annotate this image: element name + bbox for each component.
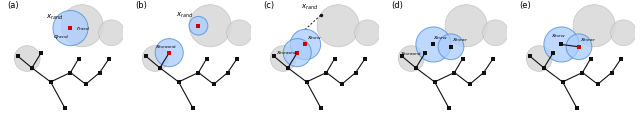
- Circle shape: [189, 16, 208, 35]
- Circle shape: [61, 5, 103, 47]
- Circle shape: [573, 5, 615, 47]
- Text: $x_\mathregular{near}$: $x_\mathregular{near}$: [580, 37, 596, 44]
- Circle shape: [438, 34, 464, 60]
- Text: (b): (b): [135, 1, 147, 10]
- Circle shape: [53, 11, 88, 46]
- Circle shape: [416, 27, 451, 62]
- Circle shape: [227, 20, 252, 46]
- Text: (e): (e): [519, 1, 531, 10]
- Circle shape: [611, 20, 636, 46]
- Circle shape: [566, 34, 592, 60]
- Text: (a): (a): [7, 1, 19, 10]
- Text: $x_\mathregular{nearest}$: $x_\mathregular{nearest}$: [399, 51, 422, 58]
- Text: $x_\mathregular{near}$: $x_\mathregular{near}$: [452, 37, 468, 44]
- Circle shape: [317, 5, 359, 47]
- Circle shape: [355, 20, 380, 46]
- Circle shape: [544, 27, 579, 62]
- Circle shape: [156, 39, 183, 67]
- Circle shape: [99, 20, 124, 46]
- Text: (c): (c): [263, 1, 275, 10]
- Circle shape: [283, 39, 311, 67]
- Text: $x_\mathregular{new}$: $x_\mathregular{new}$: [433, 34, 449, 42]
- Text: $r_\mathregular{rand}$: $r_\mathregular{rand}$: [76, 24, 91, 33]
- Circle shape: [398, 46, 424, 71]
- Circle shape: [142, 46, 168, 71]
- Text: $x_\mathregular{nearest}$: $x_\mathregular{nearest}$: [276, 49, 299, 57]
- Text: $x_\mathregular{new}$: $x_\mathregular{new}$: [551, 32, 566, 40]
- Circle shape: [526, 46, 552, 71]
- Text: $q_\mathregular{rand}$: $q_\mathregular{rand}$: [53, 33, 69, 41]
- Text: $x_\mathregular{rand}$: $x_\mathregular{rand}$: [46, 13, 63, 22]
- Circle shape: [270, 46, 296, 71]
- Circle shape: [189, 5, 231, 47]
- Text: (d): (d): [391, 1, 403, 10]
- Text: $x_\mathregular{rand}$: $x_\mathregular{rand}$: [301, 2, 318, 12]
- Circle shape: [290, 29, 321, 60]
- Text: $x_\mathregular{new}$: $x_\mathregular{new}$: [307, 34, 321, 42]
- Text: $x_\mathregular{rand}$: $x_\mathregular{rand}$: [176, 11, 194, 20]
- Circle shape: [445, 5, 487, 47]
- Text: $x_\mathregular{nearest}$: $x_\mathregular{nearest}$: [156, 44, 178, 51]
- Circle shape: [14, 46, 40, 71]
- Circle shape: [483, 20, 508, 46]
